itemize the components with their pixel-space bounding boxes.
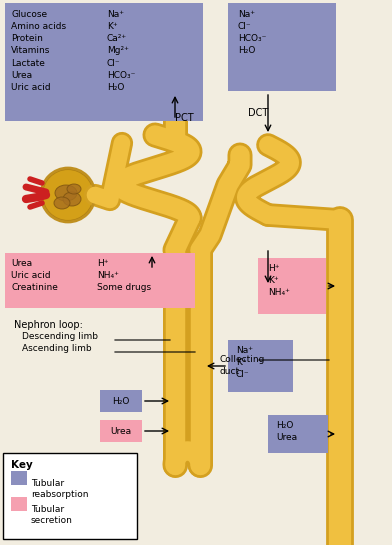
Text: Na⁺
K⁺
Ca²⁺
Mg²⁺
Cl⁻
HCO₃⁻
H₂O: Na⁺ K⁺ Ca²⁺ Mg²⁺ Cl⁻ HCO₃⁻ H₂O	[107, 10, 135, 92]
Text: DCT: DCT	[248, 108, 268, 118]
Text: Glucose
Amino acids
Protein
Vitamins
Lactate
Urea
Uric acid: Glucose Amino acids Protein Vitamins Lac…	[11, 10, 66, 92]
Text: H⁺
NH₄⁺
Some drugs: H⁺ NH₄⁺ Some drugs	[97, 259, 151, 292]
Text: Ascending limb: Ascending limb	[22, 344, 92, 353]
FancyBboxPatch shape	[5, 3, 203, 121]
FancyBboxPatch shape	[228, 3, 336, 91]
Ellipse shape	[54, 197, 70, 209]
Text: Key: Key	[11, 460, 33, 470]
Text: Collecting
duct: Collecting duct	[220, 355, 265, 376]
Text: Na⁺
Cl⁻
HCO₃⁻
H₂O: Na⁺ Cl⁻ HCO₃⁻ H₂O	[238, 10, 267, 56]
Text: Descending limb: Descending limb	[22, 332, 98, 341]
Text: H⁺
K⁺
NH₄⁺: H⁺ K⁺ NH₄⁺	[268, 264, 290, 298]
Ellipse shape	[55, 185, 77, 201]
FancyBboxPatch shape	[11, 497, 27, 511]
Text: Nephron loop:: Nephron loop:	[14, 320, 83, 330]
FancyBboxPatch shape	[5, 253, 195, 308]
Text: Tubular
reabsorption: Tubular reabsorption	[31, 479, 89, 499]
Text: Urea
Uric acid
Creatinine: Urea Uric acid Creatinine	[11, 259, 58, 292]
FancyBboxPatch shape	[268, 415, 328, 453]
FancyBboxPatch shape	[228, 340, 293, 392]
FancyBboxPatch shape	[100, 390, 142, 412]
Text: Na⁺
K⁺
Cl⁻: Na⁺ K⁺ Cl⁻	[236, 346, 253, 379]
Text: PCT: PCT	[175, 113, 194, 123]
Text: Tubular
secretion: Tubular secretion	[31, 505, 73, 525]
Text: H₂O
Urea: H₂O Urea	[276, 421, 297, 442]
FancyBboxPatch shape	[258, 258, 326, 314]
Text: Urea: Urea	[111, 427, 132, 435]
FancyBboxPatch shape	[11, 471, 27, 485]
Text: H₂O: H₂O	[113, 397, 130, 405]
FancyBboxPatch shape	[3, 453, 137, 539]
Ellipse shape	[42, 169, 94, 221]
Ellipse shape	[67, 184, 81, 194]
FancyBboxPatch shape	[100, 420, 142, 442]
Ellipse shape	[63, 192, 81, 206]
